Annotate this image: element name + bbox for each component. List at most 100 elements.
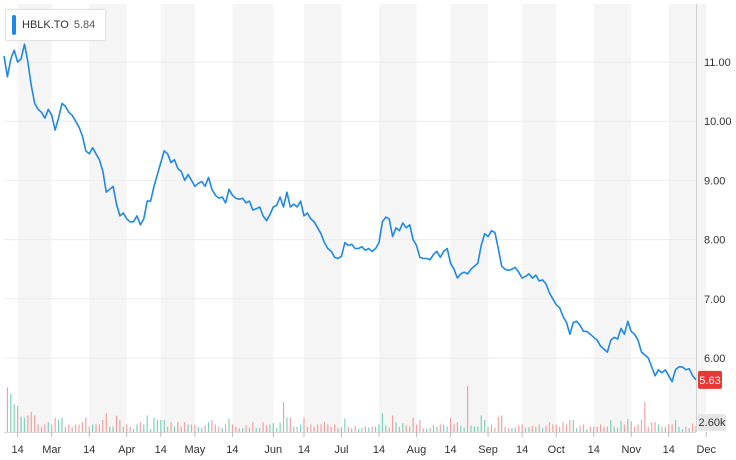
price-point[interactable] xyxy=(685,369,687,371)
price-point[interactable] xyxy=(480,244,482,246)
price-point[interactable] xyxy=(231,194,233,196)
price-point[interactable] xyxy=(228,188,230,190)
price-point[interactable] xyxy=(357,247,359,249)
price-point[interactable] xyxy=(449,262,451,264)
price-point[interactable] xyxy=(402,222,404,224)
price-point[interactable] xyxy=(78,126,80,128)
price-point[interactable] xyxy=(47,108,49,110)
price-point[interactable] xyxy=(691,375,693,377)
price-point[interactable] xyxy=(126,218,128,220)
price-point[interactable] xyxy=(620,327,622,329)
price-point[interactable] xyxy=(593,336,595,338)
price-point[interactable] xyxy=(16,61,18,63)
price-point[interactable] xyxy=(20,58,22,60)
price-point[interactable] xyxy=(562,315,564,317)
price-point[interactable] xyxy=(579,324,581,326)
price-point[interactable] xyxy=(303,215,305,217)
price-point[interactable] xyxy=(347,244,349,246)
price-point[interactable] xyxy=(412,238,414,240)
price-point[interactable] xyxy=(320,232,322,234)
price-point[interactable] xyxy=(558,306,560,308)
price-point[interactable] xyxy=(3,55,5,57)
price-point[interactable] xyxy=(623,333,625,335)
price-point[interactable] xyxy=(160,161,162,163)
price-point[interactable] xyxy=(678,366,680,368)
price-point[interactable] xyxy=(316,227,318,229)
price-point[interactable] xyxy=(333,256,335,258)
price-point[interactable] xyxy=(218,197,220,199)
price-point[interactable] xyxy=(466,273,468,275)
price-point[interactable] xyxy=(494,231,496,233)
price-point[interactable] xyxy=(183,179,185,181)
price-point[interactable] xyxy=(552,298,554,300)
legend[interactable]: HBLK.TO 5.84 xyxy=(5,9,107,41)
price-point[interactable] xyxy=(156,173,158,175)
price-point[interactable] xyxy=(650,366,652,368)
price-point[interactable] xyxy=(599,345,601,347)
price-point[interactable] xyxy=(555,304,557,306)
price-point[interactable] xyxy=(589,333,591,335)
price-point[interactable] xyxy=(146,200,148,202)
price-point[interactable] xyxy=(289,206,291,208)
price-point[interactable] xyxy=(248,200,250,202)
price-point[interactable] xyxy=(500,265,502,267)
price-point[interactable] xyxy=(310,218,312,220)
price-point[interactable] xyxy=(504,268,506,270)
price-point[interactable] xyxy=(408,224,410,226)
price-point[interactable] xyxy=(446,247,448,249)
price-point[interactable] xyxy=(460,273,462,275)
price-point[interactable] xyxy=(671,380,673,382)
price-point[interactable] xyxy=(364,249,366,251)
price-point[interactable] xyxy=(361,246,363,248)
price-point[interactable] xyxy=(330,250,332,252)
price-point[interactable] xyxy=(419,256,421,258)
price-point[interactable] xyxy=(143,218,145,220)
price-point[interactable] xyxy=(633,333,635,335)
price-point[interactable] xyxy=(432,253,434,255)
price-point[interactable] xyxy=(272,206,274,208)
price-point[interactable] xyxy=(337,257,339,259)
price-point[interactable] xyxy=(6,76,8,78)
price-point[interactable] xyxy=(644,354,646,356)
price-point[interactable] xyxy=(262,215,264,217)
price-point[interactable] xyxy=(340,255,342,257)
price-point[interactable] xyxy=(153,185,155,187)
price-point[interactable] xyxy=(10,58,12,60)
price-point[interactable] xyxy=(371,250,373,252)
price-point[interactable] xyxy=(163,150,165,152)
price-point[interactable] xyxy=(630,330,632,332)
price-point[interactable] xyxy=(71,114,73,116)
price-point[interactable] xyxy=(415,244,417,246)
price-point[interactable] xyxy=(170,161,172,163)
price-point[interactable] xyxy=(374,247,376,249)
price-point[interactable] xyxy=(453,268,455,270)
price-point[interactable] xyxy=(245,202,247,204)
price-point[interactable] xyxy=(85,150,87,152)
price-point[interactable] xyxy=(586,330,588,332)
price-point[interactable] xyxy=(235,197,237,199)
price-point[interactable] xyxy=(531,277,533,279)
price-point[interactable] xyxy=(255,208,257,210)
price-point[interactable] xyxy=(149,200,151,202)
price-point[interactable] xyxy=(351,243,353,245)
price-point[interactable] xyxy=(108,188,110,190)
price-point[interactable] xyxy=(211,188,213,190)
price-point[interactable] xyxy=(102,170,104,172)
price-point[interactable] xyxy=(54,129,56,131)
price-point[interactable] xyxy=(40,111,42,113)
price-point[interactable] xyxy=(378,241,380,243)
price-point[interactable] xyxy=(528,273,530,275)
price-point[interactable] xyxy=(385,216,387,218)
price-point[interactable] xyxy=(640,351,642,353)
price-point[interactable] xyxy=(187,173,189,175)
price-point[interactable] xyxy=(518,271,520,273)
price-point[interactable] xyxy=(477,262,479,264)
price-point[interactable] xyxy=(443,250,445,252)
price-point[interactable] xyxy=(514,266,516,268)
price-point[interactable] xyxy=(119,215,121,217)
price-point[interactable] xyxy=(541,279,543,281)
price-point[interactable] xyxy=(201,180,203,182)
price-point[interactable] xyxy=(664,369,666,371)
price-point[interactable] xyxy=(238,198,240,200)
